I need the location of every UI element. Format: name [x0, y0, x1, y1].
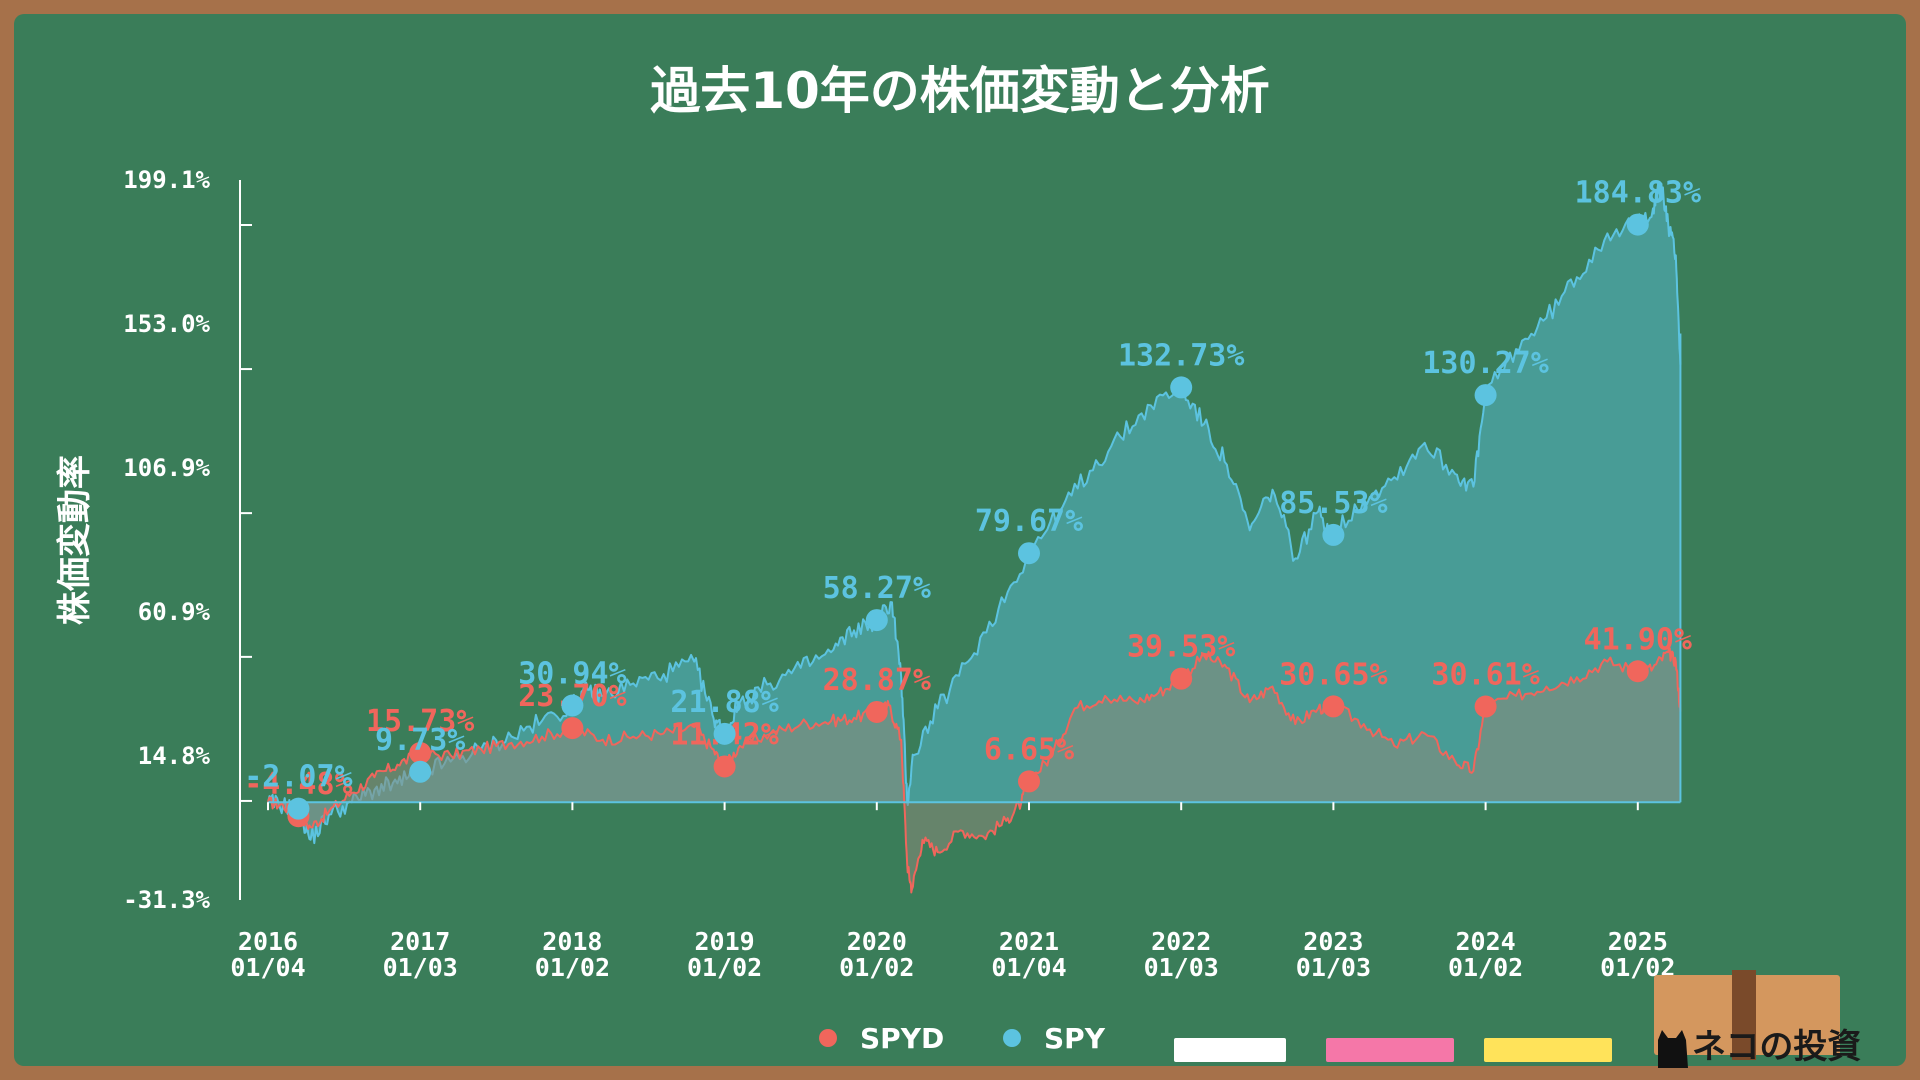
legend-label-spy: SPY	[1044, 1022, 1106, 1055]
chalk-stick	[1484, 1038, 1612, 1062]
x-tick-date: 01/04	[230, 953, 305, 982]
y-tick-label: 153.0%	[123, 310, 210, 338]
x-tick-year: 2020	[847, 927, 907, 956]
logo-ribbon	[1732, 970, 1756, 1060]
spyd-point	[1474, 695, 1497, 718]
spy-point	[865, 609, 888, 632]
spyd-point	[1018, 770, 1040, 793]
x-tick-date: 01/03	[1144, 953, 1219, 982]
x-tick-year: 2021	[999, 927, 1059, 956]
x-tick-date: 01/02	[1448, 953, 1523, 982]
y-tick-label: 14.8%	[138, 742, 211, 770]
spyd-data-label: -4.48%	[244, 767, 352, 802]
spyd-data-label: 39.53%	[1127, 630, 1235, 665]
chart-title: 過去10年の株価変動と分析	[650, 62, 1270, 120]
spy-data-label: -2.07%	[244, 760, 352, 795]
x-tick-date: 01/03	[383, 953, 458, 982]
cat-icon	[1658, 1030, 1688, 1068]
spyd-point	[1322, 695, 1345, 718]
x-tick-date: 01/03	[1296, 953, 1371, 982]
spy-point	[287, 797, 310, 820]
chalk-stick	[1174, 1038, 1286, 1062]
x-tick-year: 2024	[1455, 927, 1515, 956]
spy-point	[1474, 384, 1497, 407]
legend-label-spyd: SPYD	[860, 1022, 944, 1055]
spyd-point	[713, 755, 736, 778]
spy-data-label: 30.94%	[518, 657, 626, 692]
logo: ネコの投資	[1654, 970, 1861, 1068]
spyd-point	[865, 700, 888, 723]
x-tick-date: 01/02	[839, 953, 914, 982]
y-tick-label: 106.9%	[123, 454, 210, 482]
spy-data-label: 9.73%	[375, 723, 465, 758]
y-tick-label: 60.9%	[138, 598, 211, 626]
chalk-stick	[1326, 1038, 1454, 1062]
x-tick-date: 01/04	[991, 953, 1066, 982]
spy-area	[268, 182, 1681, 844]
legend-marker-spy	[1003, 1029, 1021, 1047]
x-tick-date: 01/02	[687, 953, 762, 982]
spy-data-label: 184.83%	[1575, 176, 1701, 211]
chalkboard	[14, 14, 1906, 1066]
spyd-data-label: 15.73%	[366, 704, 474, 739]
y-tick-label: 199.1%	[123, 166, 210, 194]
y-tick-label: -31.3%	[123, 886, 210, 914]
spy-data-label: 21.88%	[670, 685, 778, 720]
spy-point	[409, 760, 432, 783]
spy-point	[713, 722, 736, 745]
x-tick-year: 2017	[390, 927, 450, 956]
spyd-data-label: 41.90%	[1584, 622, 1692, 657]
spyd-data-label: 30.65%	[1279, 657, 1387, 692]
spyd-point	[1626, 660, 1649, 683]
spyd-point	[1170, 667, 1193, 690]
spyd-data-label: 28.87%	[823, 663, 931, 698]
x-tick-year: 2016	[238, 927, 298, 956]
logo-text: ネコの投資	[1692, 1027, 1861, 1067]
spy-point	[561, 694, 584, 717]
legend-marker-spyd	[819, 1029, 837, 1047]
spy-data-label: 130.27%	[1422, 346, 1548, 381]
spy-point	[1626, 213, 1649, 236]
x-tick-year: 2023	[1303, 927, 1363, 956]
spy-data-label: 132.73%	[1118, 338, 1244, 373]
x-tick-year: 2025	[1608, 927, 1668, 956]
x-tick-year: 2019	[694, 927, 754, 956]
spy-data-label: 85.53%	[1279, 486, 1387, 521]
spy-data-label: 79.67%	[975, 504, 1083, 539]
spy-point	[1170, 376, 1193, 399]
spy-point	[1018, 542, 1040, 565]
y-axis-label: 株価変動率	[55, 455, 95, 625]
spyd-data-label: 6.65%	[984, 732, 1074, 767]
x-tick-year: 2022	[1151, 927, 1211, 956]
x-tick-date: 01/02	[535, 953, 610, 982]
spyd-data-label: 30.61%	[1431, 658, 1539, 693]
spyd-point	[409, 742, 432, 765]
spyd-point	[561, 717, 584, 740]
x-tick-year: 2018	[542, 927, 602, 956]
spy-data-label: 58.27%	[823, 571, 931, 606]
legend: SPYD SPY	[819, 1022, 1612, 1062]
spyd-line	[267, 646, 1682, 894]
plot-area: 199.1%153.0%106.9%60.9%14.8%-31.3%201601…	[123, 166, 1701, 982]
spy-point	[1322, 523, 1345, 546]
